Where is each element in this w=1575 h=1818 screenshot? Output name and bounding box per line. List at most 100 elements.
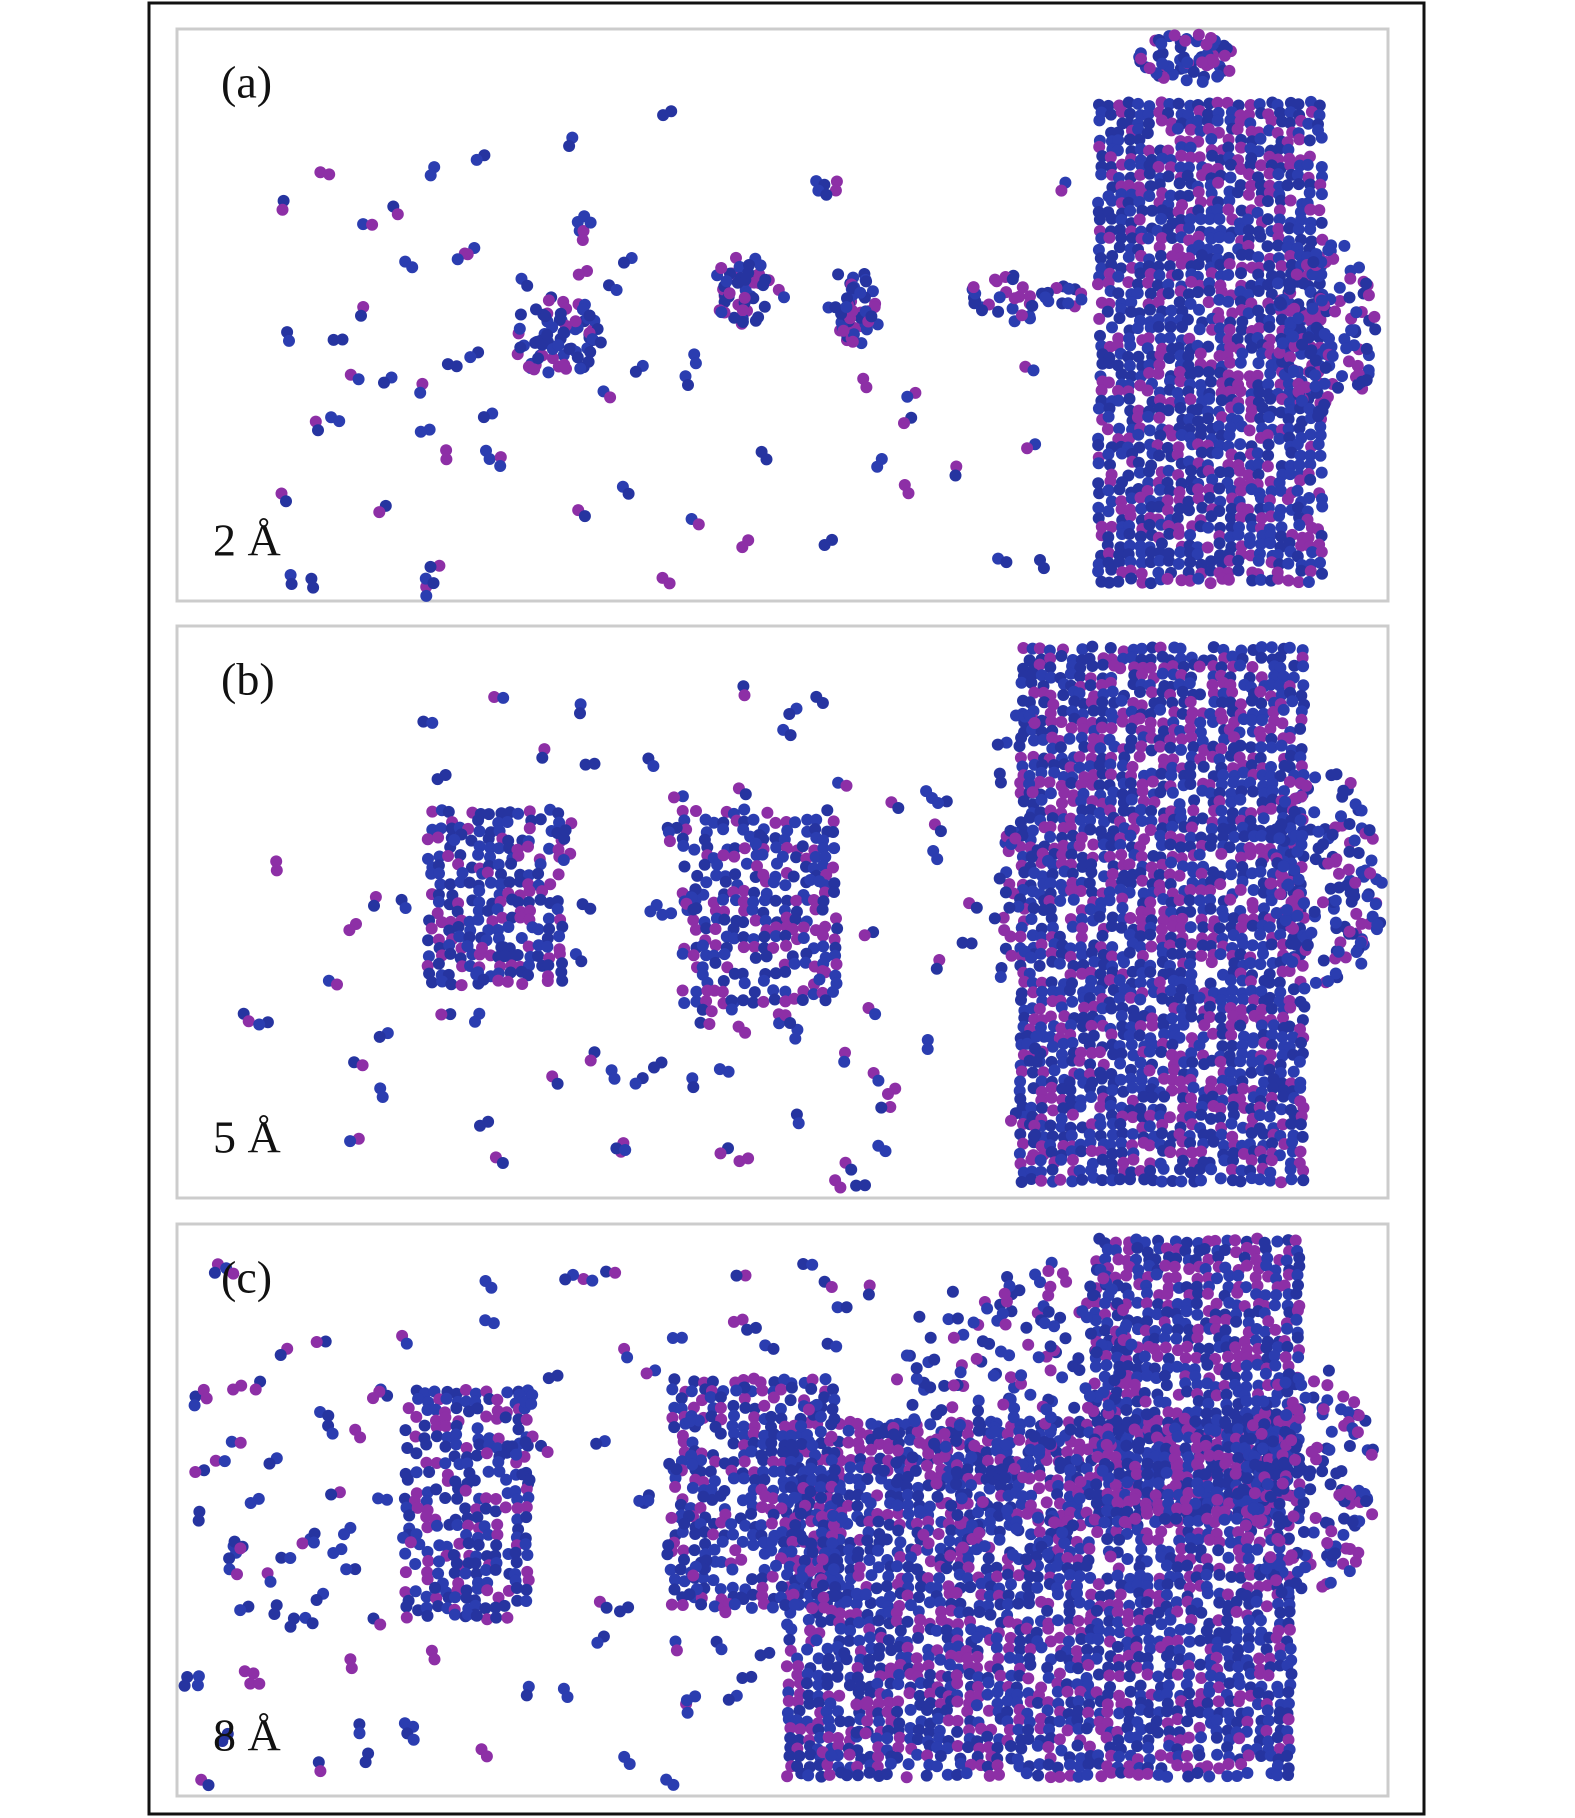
- atom: [1371, 918, 1384, 931]
- atom: [1068, 695, 1081, 708]
- atom: [1192, 186, 1205, 198]
- atom: [1154, 332, 1167, 345]
- atom: [1102, 547, 1115, 560]
- atom: [1121, 1615, 1134, 1628]
- atom: [1302, 531, 1315, 544]
- atom: [1155, 537, 1168, 550]
- atom: [723, 287, 736, 300]
- atom: [1184, 695, 1197, 708]
- atom: [1353, 261, 1365, 274]
- atom: [1053, 957, 1066, 970]
- atom: [1164, 741, 1177, 754]
- atom: [1195, 867, 1208, 880]
- atom: [1211, 447, 1224, 460]
- atom: [1095, 384, 1108, 397]
- atom: [1245, 1127, 1258, 1140]
- atom: [461, 940, 474, 953]
- atom: [270, 864, 283, 877]
- atom: [870, 1582, 883, 1595]
- atom: [1273, 204, 1286, 217]
- atom: [1212, 1544, 1225, 1557]
- atom: [1295, 213, 1308, 226]
- atom: [1123, 528, 1136, 540]
- atom: [1315, 188, 1328, 201]
- atom: [1303, 186, 1316, 199]
- atom: [1254, 502, 1267, 515]
- atom: [521, 279, 534, 292]
- atom: [511, 949, 524, 961]
- atom: [1143, 144, 1156, 157]
- atom: [1283, 1020, 1296, 1033]
- atom: [738, 291, 751, 304]
- atom: [284, 569, 297, 581]
- atom: [1264, 1174, 1277, 1187]
- atom: [1145, 940, 1158, 953]
- atom: [1315, 466, 1328, 479]
- atom: [1132, 350, 1145, 363]
- atom: [1173, 366, 1186, 378]
- atom: [1073, 670, 1086, 683]
- atom: [1192, 572, 1205, 585]
- atom: [819, 994, 832, 1007]
- atom: [1135, 52, 1147, 65]
- atom: [1174, 937, 1187, 950]
- atom: [1284, 159, 1297, 172]
- atom: [868, 301, 881, 313]
- atom: [1213, 1568, 1226, 1581]
- atom: [1183, 677, 1196, 690]
- atom: [1162, 287, 1175, 300]
- atom: [1135, 546, 1148, 559]
- atom: [1048, 1064, 1061, 1077]
- atom: [1094, 329, 1106, 342]
- atom: [1164, 161, 1177, 174]
- atom: [1114, 1588, 1127, 1601]
- atom: [747, 813, 760, 826]
- atom: [1261, 1600, 1273, 1613]
- atom: [1355, 804, 1368, 817]
- atom: [1265, 802, 1278, 815]
- atom: [1096, 929, 1109, 942]
- atom: [1152, 367, 1165, 380]
- atom: [1142, 107, 1155, 120]
- atom: [1292, 576, 1305, 589]
- atom: [1175, 257, 1188, 270]
- atom: [1281, 493, 1294, 506]
- atom: [1025, 851, 1038, 864]
- atom: [1031, 1571, 1044, 1583]
- atom: [1173, 502, 1186, 515]
- atom: [1121, 1553, 1134, 1565]
- atom: [1184, 529, 1197, 541]
- atom: [1224, 511, 1237, 524]
- atom: [1333, 281, 1346, 294]
- atom: [406, 261, 419, 274]
- atom: [442, 805, 455, 818]
- atom: [594, 336, 607, 349]
- atom: [542, 912, 555, 925]
- atom: [1134, 686, 1146, 698]
- atom: [718, 913, 731, 926]
- atom: [1244, 537, 1256, 550]
- atom: [1309, 380, 1322, 393]
- atom: [970, 901, 983, 914]
- atom: [1203, 491, 1216, 504]
- atom: [796, 994, 809, 1006]
- atom: [1087, 838, 1100, 851]
- atom: [1141, 127, 1154, 140]
- atom: [513, 322, 526, 335]
- atom: [1224, 171, 1237, 184]
- atom: [1314, 178, 1327, 191]
- atom: [1016, 281, 1029, 294]
- atom: [1212, 420, 1225, 433]
- atom: [1293, 133, 1306, 146]
- atom: [738, 977, 751, 990]
- atom: [1255, 741, 1268, 754]
- atom: [1132, 456, 1145, 469]
- atom: [557, 854, 570, 866]
- atom: [738, 884, 750, 897]
- atom: [1017, 642, 1030, 654]
- atom: [1244, 741, 1257, 754]
- atom: [574, 707, 586, 720]
- atom: [1103, 576, 1116, 589]
- atom: [1193, 660, 1206, 673]
- atom: [569, 315, 582, 328]
